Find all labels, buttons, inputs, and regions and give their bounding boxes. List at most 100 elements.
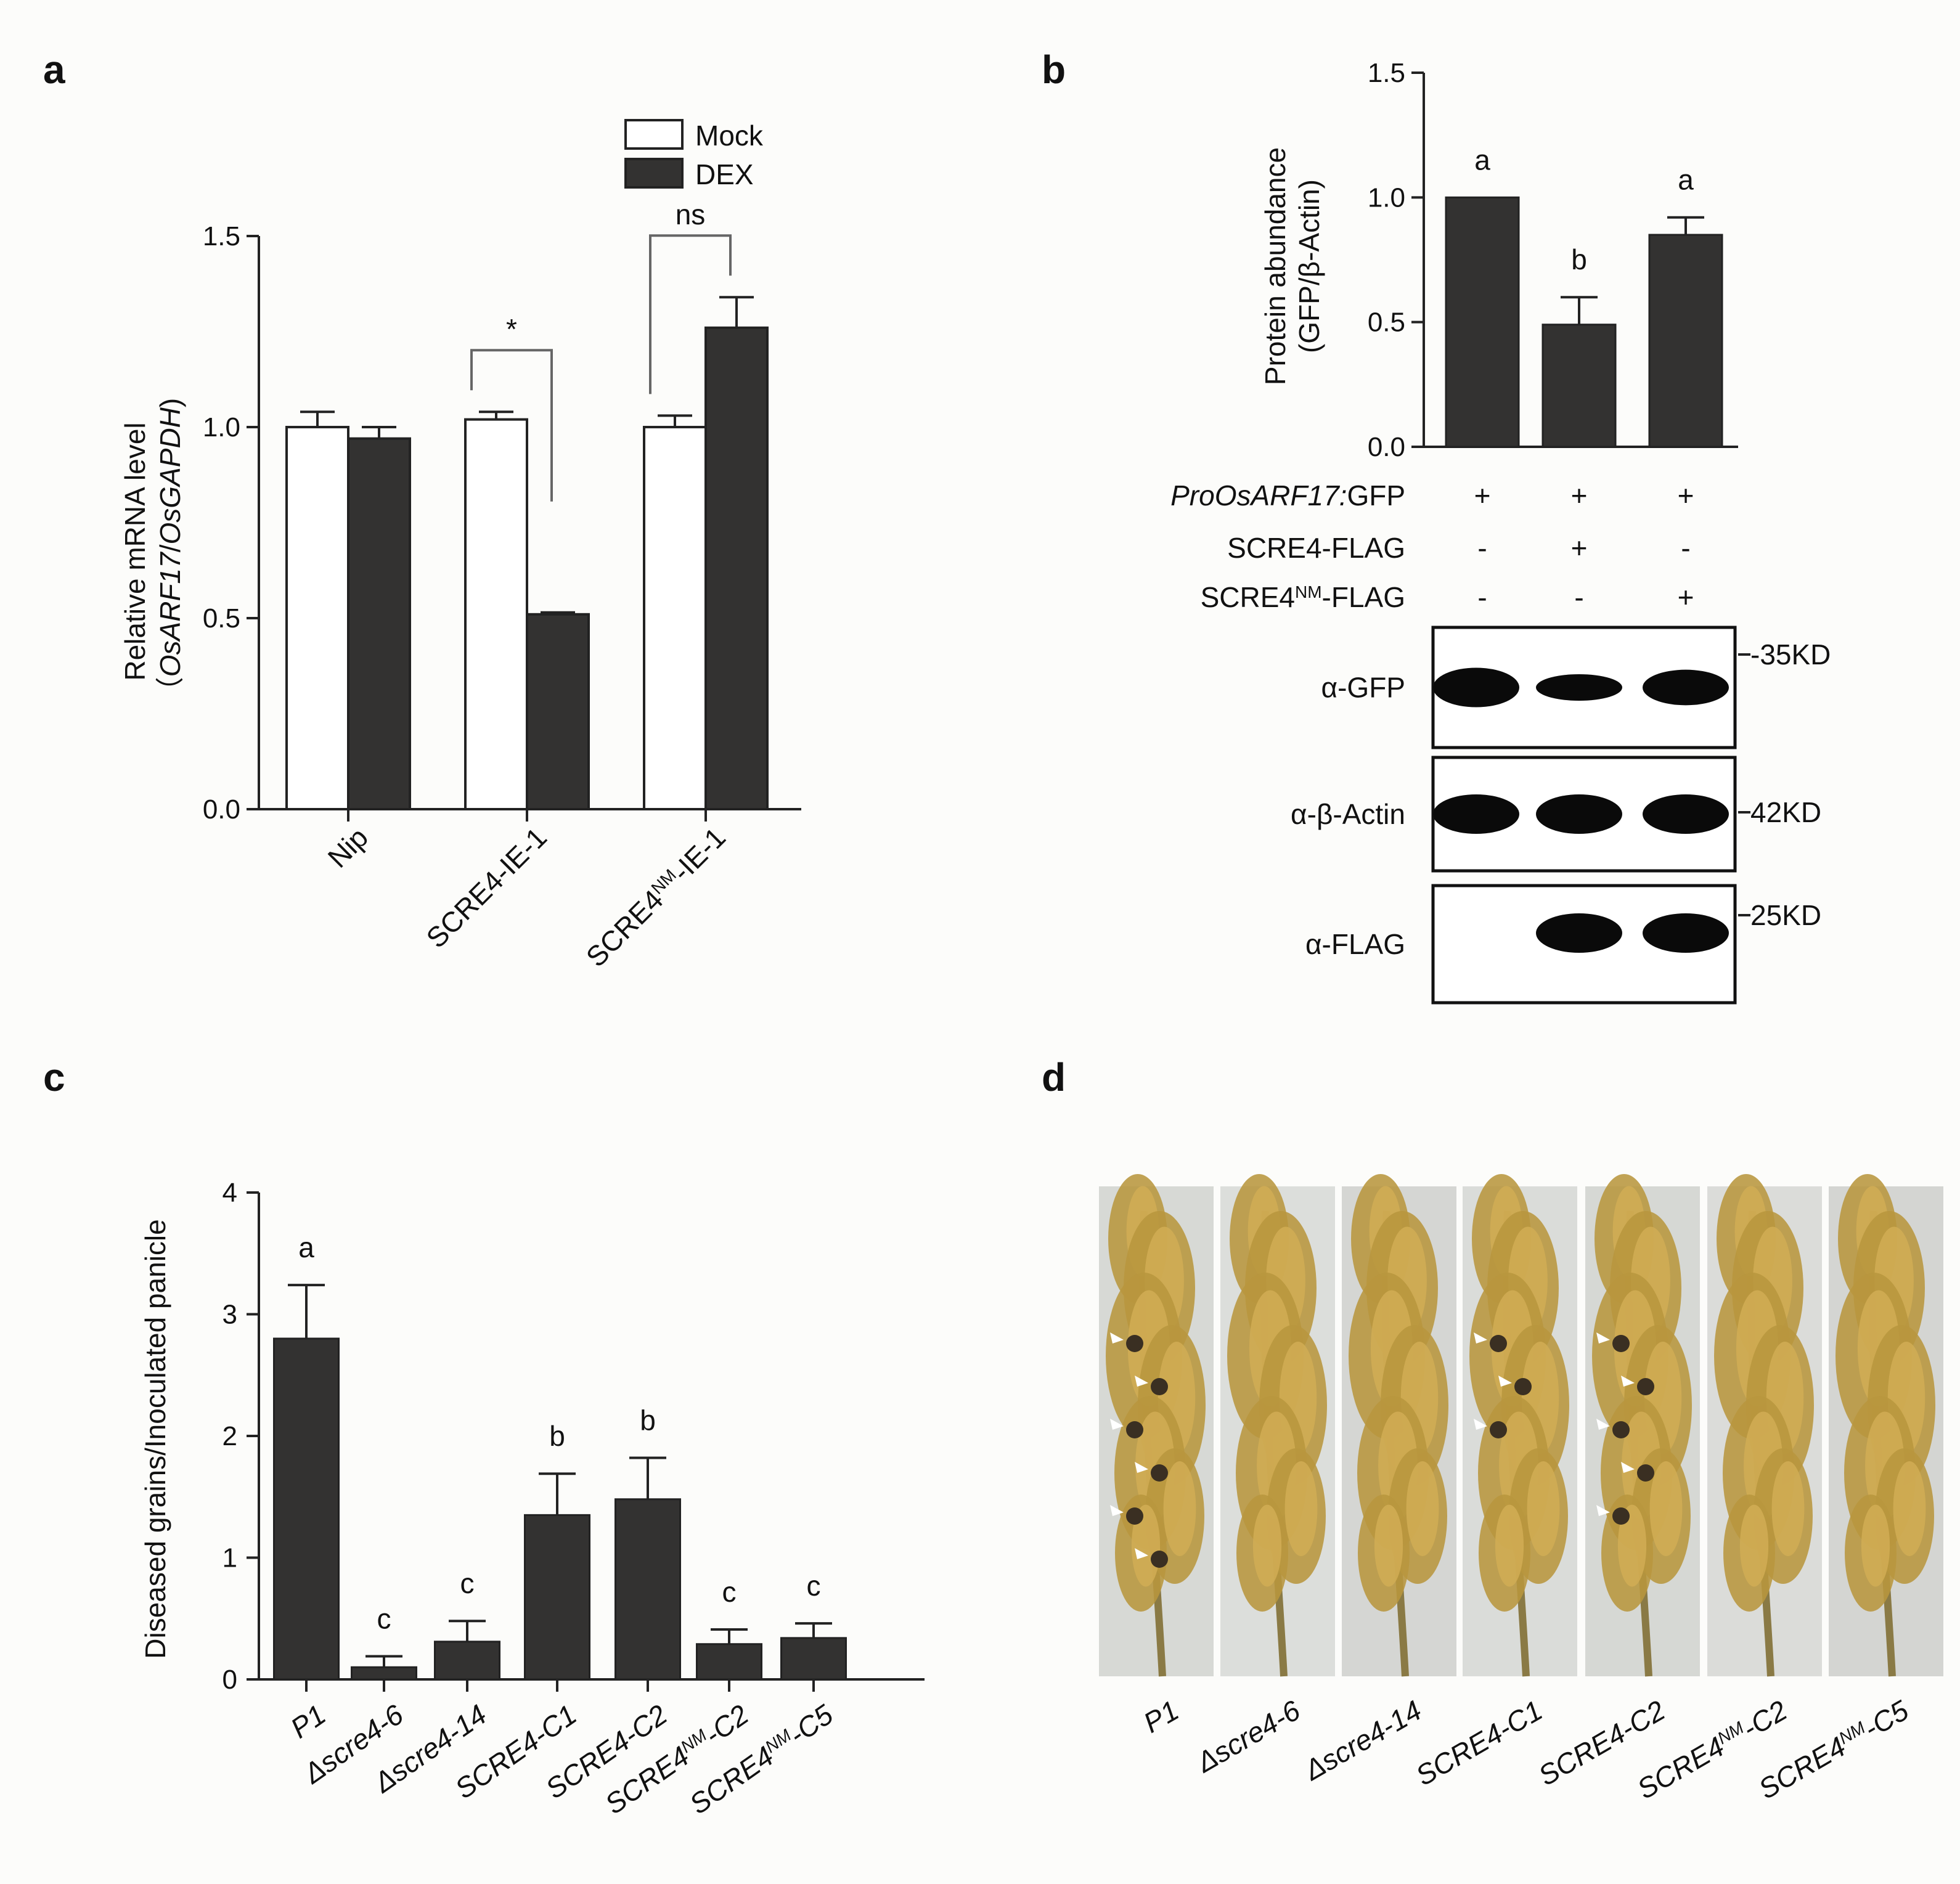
- grain-highlight: [1252, 1504, 1282, 1587]
- panel-c-bar: [696, 1643, 762, 1681]
- grain-highlight: [1861, 1504, 1890, 1587]
- panel-d-label: SCRE4-C1: [1410, 1694, 1548, 1792]
- panel-a-bar: [464, 418, 528, 810]
- panel-b-treatment-sign: -: [1477, 532, 1487, 564]
- panicle-photo: [1220, 1174, 1335, 1677]
- panel-b-chart: Protein abundance (GFP/β-Actin) 0.0 0.5 1.…: [1170, 58, 1831, 1005]
- panel-b-blot-band: [1536, 794, 1622, 834]
- arrowhead-marker: [1110, 1419, 1124, 1430]
- panel-c-significance-letter: c: [722, 1576, 737, 1608]
- panel-a-significance-label: ns: [676, 198, 706, 230]
- panel-b-blot-band: [1643, 669, 1729, 706]
- panicle-photo: [1585, 1174, 1700, 1677]
- panel-c-bar: [615, 1498, 681, 1681]
- panel-b-marker-label: -35KD: [1750, 638, 1831, 671]
- panel-a-significance-label: *: [506, 313, 517, 345]
- arrowhead-marker: [1110, 1332, 1124, 1344]
- arrowhead-marker: [1474, 1332, 1487, 1344]
- grain-highlight: [1131, 1504, 1161, 1587]
- panicle-photo: [1099, 1174, 1214, 1677]
- panel-b-ytick-label: 0.0: [1368, 432, 1405, 462]
- panel-letter-a: a: [43, 47, 65, 92]
- arrowhead-marker: [1596, 1332, 1610, 1344]
- diseased-grain: [1490, 1335, 1507, 1352]
- panel-a-bars: * ns: [285, 198, 769, 822]
- panel-b-ytick-label: 1.5: [1368, 58, 1405, 88]
- panel-a-x-label: Nip: [321, 821, 374, 874]
- panel-a-bar: [704, 326, 769, 810]
- panel-b-blot-band: [1536, 913, 1622, 953]
- panel-c-ylabel: Diseased grains/Inoculated panicle: [139, 1219, 171, 1658]
- panel-b-ylabel-line2: (GFP/β-Actin): [1293, 179, 1325, 353]
- panel-c-significance-letter: a: [298, 1231, 314, 1263]
- panel-b-blot-band: [1643, 794, 1729, 834]
- arrowhead-marker: [1135, 1376, 1148, 1387]
- panel-d-labels: P1 Δscre4-6Δscre4-14SCRE4-C1SCRE4-C2SCRE4…: [1138, 1694, 1914, 1805]
- panel-b-marker-label: 42KD: [1750, 796, 1821, 828]
- panel-a-ytick-label: 1.0: [203, 412, 240, 442]
- grain-highlight: [1739, 1504, 1769, 1587]
- diseased-grain: [1126, 1335, 1143, 1352]
- panel-a-chart: Relative mRNA level （OsARF17/OsGAPDH) 0.…: [119, 119, 801, 973]
- diseased-grain: [1126, 1421, 1143, 1438]
- arrowhead-marker: [1596, 1505, 1610, 1516]
- panel-b-treatment-sign: -: [1574, 581, 1583, 613]
- arrowhead-marker: [1621, 1376, 1635, 1387]
- panel-b-significance-letter: a: [1474, 144, 1490, 176]
- panel-c-chart: Diseased grains/Inoculated panicle 0 1 2 3 4…: [139, 1178, 925, 1821]
- panel-b-bar: [1648, 234, 1723, 448]
- diseased-grain: [1151, 1551, 1168, 1568]
- grain-highlight: [1406, 1461, 1439, 1556]
- grain-highlight: [1617, 1504, 1647, 1587]
- panel-c-significance-letter: b: [640, 1405, 656, 1437]
- arrowhead-marker: [1474, 1419, 1487, 1430]
- arrowhead-marker: [1135, 1462, 1148, 1473]
- arrowhead-marker: [1621, 1462, 1635, 1473]
- panel-b-treatment-sign: +: [1474, 479, 1491, 512]
- panel-b-ytick-label: 1.0: [1368, 182, 1405, 213]
- panel-c-bar: [273, 1337, 340, 1681]
- diseased-grain: [1612, 1507, 1630, 1525]
- legend-label-mock: Mock: [695, 120, 764, 152]
- panel-b-treatment-label: ProOsARF17:GFP: [1170, 479, 1405, 512]
- diseased-grain: [1612, 1421, 1630, 1438]
- panel-c-x-label: P1: [285, 1698, 332, 1745]
- panel-b-bars: 0.0 0.5 1.0 1.5 a b a: [1368, 58, 1723, 462]
- diseased-grain: [1514, 1378, 1532, 1395]
- panel-b-blot-label: α-β-Actin: [1291, 798, 1405, 830]
- panel-b-treatment-sign: -: [1477, 581, 1487, 613]
- panel-c-bar: [351, 1666, 417, 1681]
- panel-b-treatment-sign: +: [1678, 479, 1694, 512]
- diseased-grain: [1637, 1464, 1654, 1482]
- diseased-grain: [1151, 1378, 1168, 1395]
- grain-highlight: [1771, 1461, 1805, 1556]
- panel-a-bar: [526, 613, 590, 810]
- legend-swatch-dex: [624, 158, 684, 189]
- panel-a-x-label: SCRE4NM-IE-1: [580, 821, 732, 973]
- panel-c-significance-letter: b: [549, 1420, 565, 1452]
- grain-highlight: [1893, 1461, 1926, 1556]
- panel-d-panicle-photos: [1099, 1174, 1943, 1677]
- panel-a-significance-bracket: [470, 349, 553, 502]
- diseased-grain: [1612, 1335, 1630, 1352]
- diseased-grain: [1637, 1378, 1654, 1395]
- arrowhead-marker: [1135, 1548, 1148, 1559]
- grain-highlight: [1527, 1461, 1560, 1556]
- panel-c-significance-letter: c: [807, 1570, 821, 1602]
- panel-b-significance-letter: a: [1678, 164, 1694, 196]
- panel-b-treatment-label: SCRE4-FLAG: [1227, 532, 1405, 564]
- panel-c-ytick-label: 4: [223, 1178, 237, 1208]
- panel-b-marker-label: 25KD: [1750, 899, 1821, 931]
- panel-a-legend: Mock DEX: [624, 119, 764, 190]
- panel-b-treatment-sign: -: [1681, 532, 1690, 564]
- panel-a-ylabel-line1: Relative mRNA level: [119, 422, 151, 680]
- panicle-photo: [1463, 1174, 1577, 1677]
- panel-b-bar: [1445, 196, 1520, 448]
- panel-c-x-label: SCRE4NM-C5: [684, 1698, 839, 1820]
- panel-c-axis: [258, 1193, 925, 1681]
- grain-highlight: [1495, 1504, 1524, 1587]
- panel-b-blot-label: α-GFP: [1321, 672, 1405, 704]
- panel-a-ytick-label: 0.5: [203, 603, 240, 634]
- diseased-grain: [1490, 1421, 1507, 1438]
